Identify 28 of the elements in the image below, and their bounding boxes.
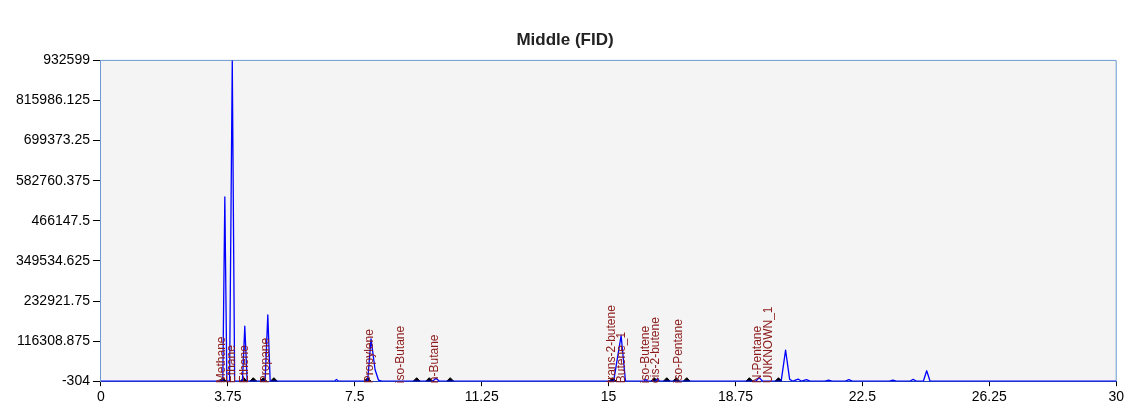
y-tick-label: -304 [61,372,91,389]
annotation: Propylene [362,328,377,384]
y-tick-label: 116308.875 [17,331,91,348]
chart-title: Middle (FID) [516,29,614,49]
y-tick-label: 815986.125 [16,91,91,108]
x-tick-label: 7.5 [345,388,365,405]
annotation: N-Pentane [749,325,764,384]
y-tick-label: 932599 [43,51,91,68]
annotation: n-Butane [426,334,441,384]
annotation: cis-2-butene [648,316,663,384]
annotation: Propane [258,337,273,384]
x-tick-label: 3.75 [214,388,242,405]
y-tick-label: 582760.375 [16,171,91,188]
x-tick-label: 18.75 [717,388,754,405]
x-tick-label: 15 [600,388,617,405]
x-tick-label: 30 [1108,388,1125,405]
x-tick-label: 22.5 [848,388,877,405]
x-tick-label: 11.25 [464,388,499,405]
annotation: iso-Butane [393,325,408,384]
x-tick-label: 26.25 [971,388,1008,405]
y-tick-label: 466147.5 [31,211,91,228]
annotation: UNKNOWN_1 [761,306,776,384]
x-tick-label: 0 [97,388,106,405]
annotation: Ethene [237,344,252,384]
y-tick-label: 349534.625 [16,251,91,268]
y-tick-label: 232921.75 [23,291,91,308]
annotation: iso-Pentane [670,318,685,384]
y-tick-label: 699373.25 [23,131,91,148]
